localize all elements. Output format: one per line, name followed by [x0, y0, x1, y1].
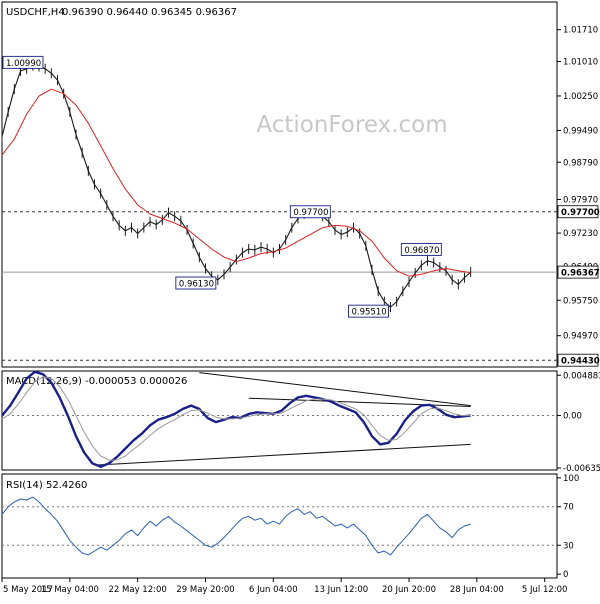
x-tick-label: 28 Jun 04:00	[450, 585, 504, 595]
y-tick-label: 0.004883	[563, 371, 600, 381]
x-tick-label: 20 Jun 20:00	[382, 585, 436, 595]
price-annotation-box	[289, 205, 331, 219]
x-tick-label: 13 Jun 12:00	[314, 585, 368, 595]
y-tick-label: 0.98790	[563, 158, 598, 168]
level-value-label: 0.97700	[561, 208, 600, 218]
y-tick-label: 1.00250	[563, 92, 598, 102]
y-tick-label: -0.006354	[563, 464, 600, 474]
level-value-label: 0.96367	[561, 269, 600, 279]
price-annotation-box	[175, 276, 217, 290]
price-annotation-label: 1.00990	[6, 59, 41, 69]
x-tick-label: 5 Jul 12:00	[522, 585, 568, 595]
price-annotation-label: 0.97700	[293, 208, 328, 218]
price-annotation-box	[2, 55, 44, 69]
x-tick-label: 29 May 20:00	[176, 585, 234, 595]
moving_average-line	[1, 88, 471, 277]
y-tick-label: 1.01710	[563, 26, 598, 36]
rsi-panel-frame	[1, 473, 558, 579]
level-value-box	[557, 353, 599, 367]
x-tick-label: 15 May 04:00	[41, 585, 99, 595]
y-tick-label: 100	[563, 474, 579, 484]
symbol-label: USDCHF,H4	[6, 7, 65, 18]
price-annotation-label: 0.96130	[179, 280, 214, 290]
level-value-box	[557, 265, 599, 279]
price-layer: 1.01710 1.01010 1.00250 0.99490 0.98790 0.979…	[1, 26, 600, 367]
y-tick-label: 0.97970	[563, 195, 598, 205]
rsi-line	[1, 496, 471, 556]
y-tick-label: 0.94970	[563, 332, 598, 342]
y-tick-label: 0.99490	[563, 126, 598, 136]
price-annotation-box	[348, 304, 389, 318]
y-tick-label: 1.01010	[563, 57, 598, 67]
price-annotation-label: 0.96870	[404, 246, 439, 256]
signal-line	[1, 376, 471, 461]
ohlc-values: 0.96390 0.96440 0.96345 0.96367	[62, 7, 237, 18]
trendline	[199, 372, 471, 407]
macd-title: MACD(12,26,9) -0.000053 0.000026	[6, 376, 187, 387]
y-tick-label: 0	[563, 570, 568, 580]
y-tick-label: 0.95750	[563, 296, 598, 306]
macd-line	[1, 370, 471, 468]
y-tick-label: 0.00	[563, 412, 582, 422]
price-annotation-label: 0.95510	[352, 308, 387, 318]
trendline	[248, 397, 471, 407]
x-tick-label: 22 May 12:00	[109, 585, 167, 595]
price-panel-frame	[1, 1, 558, 368]
macd-layer: 0.004883 0.00 -0.006354	[1, 370, 600, 474]
y-tick-label: 70	[563, 503, 574, 513]
x-tick-label: 6 Jun 04:00	[249, 585, 298, 595]
price-annotation-box	[400, 242, 442, 256]
trendline	[96, 443, 471, 466]
level-value-label: 0.94430	[561, 357, 600, 367]
x-tick-label: 5 May 2017	[3, 585, 53, 595]
macd-panel-frame	[1, 370, 558, 471]
rsi-title: RSI(14) 52.4260	[6, 480, 87, 491]
level-value-box	[557, 205, 599, 219]
watermark: ActionForex.com	[256, 112, 447, 138]
rsi-layer: 100 70 30 0	[1, 474, 579, 580]
y-tick-label: 0.97230	[563, 229, 598, 239]
y-tick-label: 30	[563, 541, 574, 551]
